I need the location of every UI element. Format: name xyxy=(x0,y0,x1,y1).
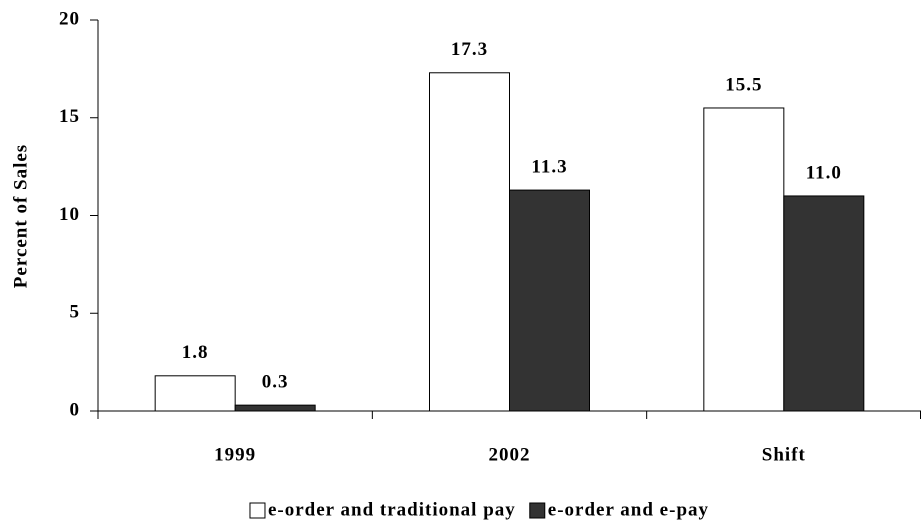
legend-swatch xyxy=(529,502,546,519)
bar xyxy=(783,195,865,412)
legend-label: e-order and traditional pay xyxy=(268,499,516,520)
y-tick-label: 10 xyxy=(59,204,80,225)
bar xyxy=(429,72,510,412)
y-tick-label: 0 xyxy=(70,399,81,420)
value-label: 11.0 xyxy=(806,162,842,183)
y-axis-label: Percent of Sales xyxy=(10,144,31,288)
x-tick-label: 2002 xyxy=(489,444,531,465)
y-tick-label: 5 xyxy=(70,302,81,323)
value-label: 17.3 xyxy=(451,39,488,60)
legend-label: e-order and e-pay xyxy=(548,499,709,520)
bar xyxy=(234,404,316,412)
value-label: 11.3 xyxy=(531,156,567,177)
x-tick-label: Shift xyxy=(762,444,806,465)
y-tick-label: 20 xyxy=(59,8,80,29)
bar xyxy=(703,107,785,412)
value-label: 15.5 xyxy=(725,74,762,95)
x-tick-label: 1999 xyxy=(214,444,256,465)
value-label: 1.8 xyxy=(182,342,209,363)
bar xyxy=(154,375,236,412)
value-label: 0.3 xyxy=(262,371,289,392)
legend-swatch xyxy=(249,502,266,519)
y-tick-label: 15 xyxy=(59,106,80,127)
bar xyxy=(509,189,590,412)
